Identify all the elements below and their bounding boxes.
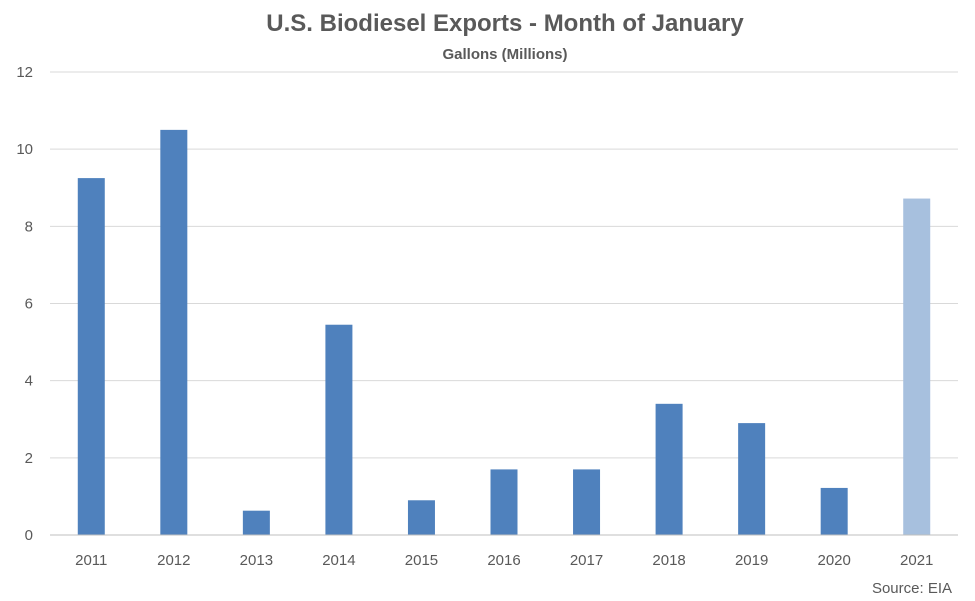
bar-2014 (325, 324, 353, 535)
y-tick-label: 6 (25, 296, 33, 313)
bar-2021 (903, 198, 931, 535)
y-tick-label: 0 (25, 527, 33, 544)
chart-title: U.S. Biodiesel Exports - Month of Januar… (266, 10, 744, 37)
y-axis-ticks: 0 2 4 6 8 10 12 (16, 64, 33, 544)
bar-2018 (655, 403, 683, 535)
y-tick-label: 8 (25, 218, 33, 235)
bar-2016 (490, 469, 518, 535)
x-tick-label: 2015 (405, 552, 438, 569)
x-tick-label: 2019 (735, 552, 768, 569)
x-axis-ticks: 2011 2012 2013 2014 2015 2016 2017 2018 2019 2020… (75, 552, 933, 569)
y-tick-label: 10 (16, 141, 33, 158)
x-tick-label: 2018 (652, 552, 685, 569)
chart-subtitle: Gallons (Millions) (442, 46, 567, 63)
bar-2011 (77, 178, 105, 535)
bars (77, 129, 931, 535)
x-tick-label: 2013 (240, 552, 273, 569)
x-tick-label: 2012 (157, 552, 190, 569)
bar-2012 (160, 129, 188, 535)
y-tick-label: 4 (25, 373, 33, 390)
x-tick-label: 2016 (487, 552, 520, 569)
x-tick-label: 2021 (900, 552, 933, 569)
bar-2019 (738, 423, 766, 535)
y-tick-label: 12 (16, 64, 33, 81)
bar-2013 (242, 510, 270, 535)
x-tick-label: 2011 (75, 552, 107, 569)
y-tick-label: 2 (25, 450, 33, 467)
bar-2017 (573, 469, 601, 535)
source-note: Source: EIA (872, 580, 952, 597)
bar-2015 (407, 500, 435, 535)
bar-2020 (820, 487, 848, 535)
x-tick-label: 2017 (570, 552, 603, 569)
x-tick-label: 2020 (817, 552, 850, 569)
gridlines (50, 71, 958, 459)
x-tick-label: 2014 (322, 552, 355, 569)
